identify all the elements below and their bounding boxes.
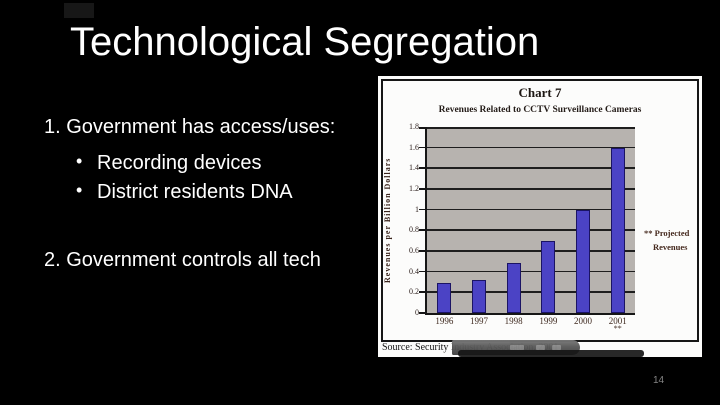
y-tick-label: 1 xyxy=(415,204,419,214)
y-tick-mark xyxy=(419,229,425,231)
footnote-marker: ** xyxy=(613,324,622,333)
x-tick-label: 1999 xyxy=(539,316,558,326)
bullet-icon: • xyxy=(76,151,83,171)
gridline xyxy=(427,270,635,273)
list-item-text: Government controls all tech xyxy=(66,249,321,271)
chart-figure: Chart 7 Revenues Related to CCTV Surveil… xyxy=(378,76,702,357)
bar-1996 xyxy=(437,283,452,313)
bar-1998 xyxy=(506,263,521,313)
y-tick-label: 0.6 xyxy=(409,246,419,255)
gridline xyxy=(427,291,635,293)
x-tick-label: 1997 xyxy=(470,316,488,326)
y-tick-label: 1.4 xyxy=(409,163,419,173)
y-tick-mark xyxy=(419,312,425,314)
gridline xyxy=(427,127,635,129)
x-tick-label: 1998 xyxy=(504,316,523,326)
y-tick-mark xyxy=(419,146,425,149)
y-tick-label: 1.8 xyxy=(409,122,419,131)
y-axis-ticks: 0 0.2 0.4 0.6 0.8 1 1.2 1.4 1.6 1.8 xyxy=(378,123,422,317)
chart-legend: ** Projected Revenues xyxy=(644,226,689,254)
list-subitem-text: Recording devices xyxy=(97,152,262,174)
chart-title: Chart 7 xyxy=(518,85,562,100)
list-item-number: 2. xyxy=(44,249,61,271)
x-axis-labels: 1996 1997 1998 1999 2000 2001 ** xyxy=(427,316,635,333)
x-tick-label: 1996 xyxy=(435,316,454,326)
y-tick-label: 0.4 xyxy=(409,266,419,276)
plot-area xyxy=(419,127,635,315)
list-item-2: 2. Government controls all tech xyxy=(44,248,321,272)
y-tick-mark xyxy=(419,188,425,190)
list-item-number: 1. xyxy=(44,116,61,138)
y-tick-mark xyxy=(419,250,425,252)
gridline xyxy=(427,188,635,190)
y-tick-label: 0.2 xyxy=(409,287,419,297)
gridline xyxy=(427,250,635,252)
y-tick-mark xyxy=(419,127,425,129)
list-item-1: 1. Government has access/uses: xyxy=(44,115,335,139)
gridline xyxy=(427,167,635,169)
list-item-text: Government has access/uses: xyxy=(66,116,336,138)
legend-line: ** Projected xyxy=(644,228,690,238)
slide-title: Technological Segregation xyxy=(70,20,540,64)
y-tick-mark xyxy=(419,208,425,211)
y-tick-label: 1.6 xyxy=(409,142,419,152)
y-tick-label: 0.8 xyxy=(409,225,419,235)
bullet-icon: • xyxy=(76,180,83,200)
legend-line: Revenues xyxy=(653,242,688,252)
bar-1997 xyxy=(472,279,486,313)
media-overlay-shadow xyxy=(458,350,644,357)
gridline xyxy=(427,208,635,211)
list-subitem: • Recording devices xyxy=(76,151,262,175)
faint-overlay-rectangle xyxy=(64,3,94,18)
gridline xyxy=(427,229,635,231)
bar-1999 xyxy=(541,240,556,313)
y-tick-mark xyxy=(419,270,425,273)
list-subitem: • District residents DNA xyxy=(76,180,293,204)
x-tick-label: 2000 xyxy=(574,316,593,326)
list-subitem-text: District residents DNA xyxy=(97,181,293,203)
y-tick-mark xyxy=(419,291,425,293)
y-tick-label: 1.2 xyxy=(409,184,419,193)
bar-2000 xyxy=(576,209,590,313)
x-tick-label: 2001 ** xyxy=(600,317,635,333)
y-tick-mark xyxy=(419,167,425,169)
page-number: 14 xyxy=(653,375,665,386)
gridline xyxy=(427,146,635,149)
chart-subtitle: Revenues Related to CCTV Surveillance Ca… xyxy=(438,105,642,115)
bar-2001 xyxy=(610,147,625,313)
y-tick-label: 0 xyxy=(415,308,419,317)
